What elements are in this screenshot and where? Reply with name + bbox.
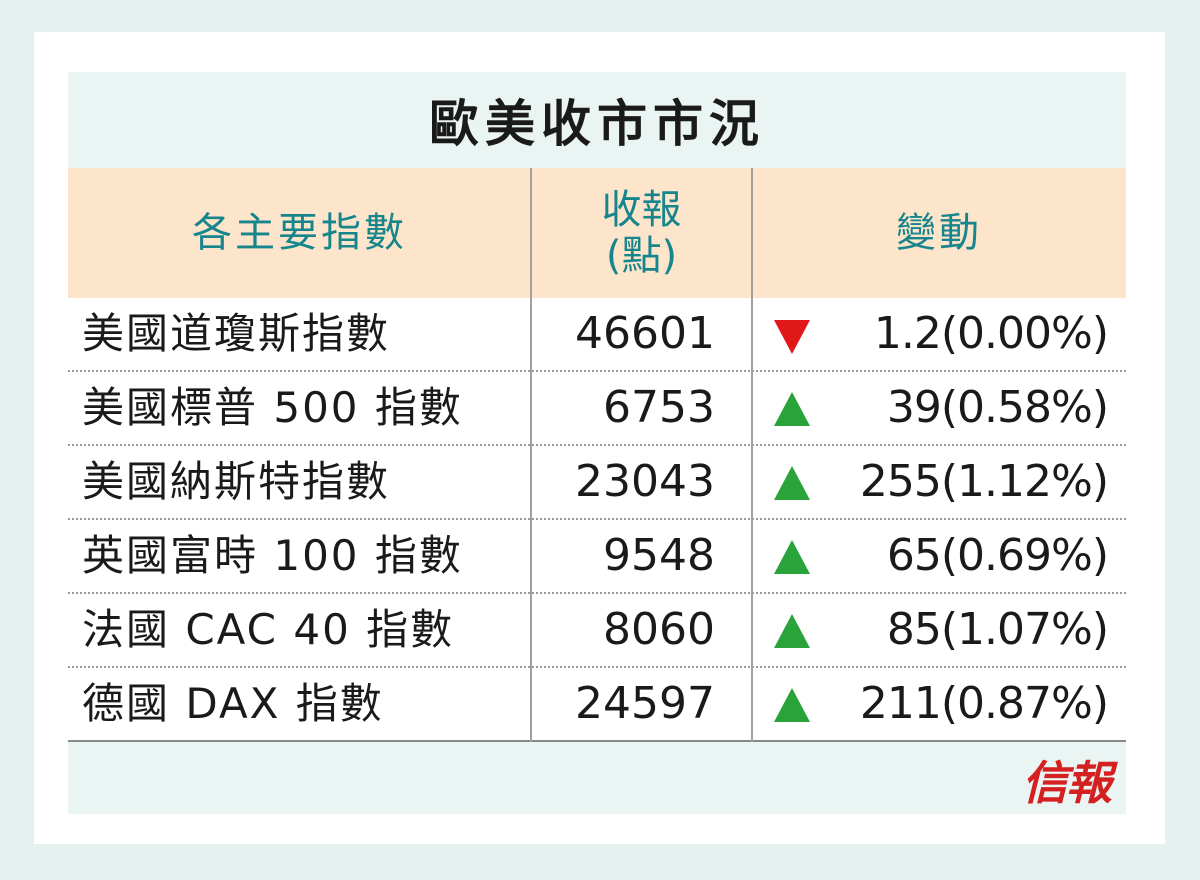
change-value: 39(0.58%) bbox=[886, 382, 1109, 433]
table-row: 美國道瓊斯指數 46601 1.2(0.00%) bbox=[68, 298, 1126, 372]
index-name: 美國道瓊斯指數 bbox=[82, 309, 391, 358]
header-close-label: 收報 bbox=[601, 187, 682, 233]
change-value: 211(0.87%) bbox=[859, 678, 1109, 729]
index-name: 美國標普 500 指數 bbox=[82, 383, 463, 432]
change-value: 1.2(0.00%) bbox=[873, 308, 1109, 359]
close-value: 6753 bbox=[603, 382, 715, 433]
header-close-unit: (點) bbox=[605, 233, 678, 279]
index-name: 英國富時 100 指數 bbox=[82, 531, 463, 580]
change-value: 255(1.12%) bbox=[859, 456, 1109, 507]
table-row: 美國標普 500 指數 6753 39(0.58%) bbox=[68, 372, 1126, 446]
index-name: 美國納斯特指數 bbox=[82, 457, 391, 506]
table-row: 英國富時 100 指數 9548 65(0.69%) bbox=[68, 520, 1126, 594]
table-header: 各主要指數 收報 (點) 變動 bbox=[68, 168, 1126, 298]
up-triangle-icon bbox=[774, 466, 810, 500]
up-triangle-icon bbox=[774, 614, 810, 648]
table-row: 法國 CAC 40 指數 8060 85(1.07%) bbox=[68, 594, 1126, 668]
column-divider-1 bbox=[530, 168, 532, 742]
table-row: 美國納斯特指數 23043 255(1.12%) bbox=[68, 446, 1126, 520]
close-value: 8060 bbox=[603, 604, 715, 655]
close-value: 9548 bbox=[603, 530, 715, 581]
header-index-name: 各主要指數 bbox=[192, 210, 407, 256]
close-value: 23043 bbox=[575, 456, 715, 507]
table-rows: 美國道瓊斯指數 46601 1.2(0.00%) 美國標普 500 指數 675… bbox=[68, 298, 1126, 742]
column-divider-2 bbox=[751, 168, 753, 742]
index-name: 德國 DAX 指數 bbox=[82, 679, 384, 728]
up-triangle-icon bbox=[774, 688, 810, 722]
change-value: 85(1.07%) bbox=[886, 604, 1109, 655]
close-value: 46601 bbox=[575, 308, 715, 359]
index-name: 法國 CAC 40 指數 bbox=[82, 605, 455, 654]
table-row: 德國 DAX 指數 24597 211(0.87%) bbox=[68, 668, 1126, 742]
header-close: 收報 (點) bbox=[531, 168, 752, 298]
brand-logo: 信報 bbox=[1022, 756, 1112, 810]
down-triangle-icon bbox=[774, 320, 810, 354]
table-title: 歐美收市市況 bbox=[429, 95, 765, 153]
change-value: 65(0.69%) bbox=[886, 530, 1109, 581]
close-value: 24597 bbox=[575, 678, 715, 729]
header-change: 變動 bbox=[896, 210, 982, 256]
up-triangle-icon bbox=[774, 392, 810, 426]
up-triangle-icon bbox=[774, 540, 810, 574]
table-body bbox=[68, 298, 1126, 742]
